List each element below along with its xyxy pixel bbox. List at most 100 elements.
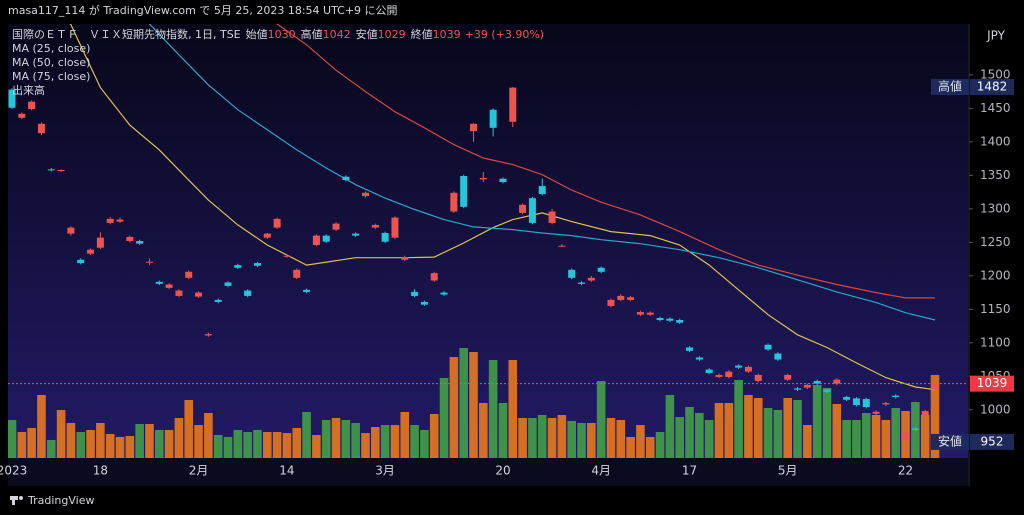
- candle-body: [833, 379, 841, 384]
- y-tick-label: 1450: [980, 101, 1011, 115]
- volume-bar: [861, 413, 871, 458]
- volume-bar: [537, 415, 547, 458]
- candle-body: [224, 282, 232, 286]
- legend-item: 出来高: [12, 83, 45, 97]
- volume-bar: [105, 434, 115, 458]
- volume-bar: [616, 420, 626, 458]
- candle-body: [57, 170, 65, 172]
- volume-bar: [429, 414, 439, 458]
- legend-item: MA (50, close): [12, 56, 90, 69]
- candle-body: [450, 192, 458, 212]
- volume-bar: [547, 418, 557, 458]
- volume-bar: [508, 360, 518, 458]
- candle-body: [489, 109, 497, 128]
- candle-body: [303, 289, 311, 292]
- volume-bar: [194, 425, 203, 458]
- moving-average: [148, 24, 936, 321]
- logo: [10, 496, 23, 505]
- candle-body: [420, 301, 428, 305]
- volume-bar: [773, 410, 783, 458]
- x-tick-label: 4月: [591, 464, 611, 478]
- candle-body: [332, 223, 340, 230]
- candle-body: [921, 411, 929, 416]
- volume-bar: [27, 428, 36, 458]
- volume-bar: [115, 437, 125, 458]
- low-value-box: [970, 433, 1014, 450]
- volume-bar: [587, 423, 596, 458]
- volume-bar: [685, 407, 694, 458]
- volume-bar: [154, 430, 164, 458]
- volume-bar: [822, 388, 832, 458]
- candle-body: [774, 353, 782, 360]
- volume-bar: [753, 398, 763, 458]
- legend-item: MA (75, close): [12, 70, 90, 83]
- ohlc-value: 1029: [378, 28, 406, 41]
- volume-bar: [852, 420, 861, 458]
- volume-bar: [135, 424, 144, 458]
- candle-body: [627, 297, 635, 300]
- candle-body: [263, 233, 271, 238]
- ohlc-label: 終値: [411, 27, 433, 41]
- candle-body: [499, 178, 507, 183]
- volume-bar: [812, 385, 822, 458]
- volume-bar: [86, 430, 95, 458]
- candle-body: [479, 178, 487, 180]
- volume-bar: [243, 432, 252, 458]
- candle-body: [587, 277, 595, 281]
- volume-bar: [282, 433, 292, 458]
- candle-body: [283, 255, 291, 257]
- volume-bar: [498, 403, 508, 458]
- candle-body: [37, 123, 45, 134]
- candle-body: [116, 219, 124, 222]
- y-tick-label: 1500: [980, 67, 1011, 81]
- candle-body: [754, 374, 762, 381]
- x-tick-label: 18: [93, 464, 108, 478]
- volume-bar: [763, 408, 773, 458]
- volume-bar: [272, 432, 282, 458]
- volume-bar: [380, 425, 390, 458]
- high-label: 高値: [938, 78, 962, 93]
- volume-bar: [783, 398, 793, 458]
- candle-body: [371, 224, 379, 228]
- volume-bar: [744, 395, 753, 458]
- volume-bar: [871, 415, 881, 458]
- volume-bar: [46, 440, 56, 458]
- candle-body: [352, 233, 360, 236]
- candle-body: [67, 227, 75, 234]
- x-tick-label: 2023: [0, 464, 27, 478]
- volume-bar: [145, 424, 154, 458]
- volume-bar: [626, 437, 635, 458]
- high-label-box: [931, 78, 969, 95]
- candle-body: [322, 235, 330, 242]
- volume-bar: [596, 381, 606, 458]
- candle-body: [28, 101, 36, 110]
- candle-body: [558, 245, 566, 247]
- volume-bar: [292, 428, 302, 458]
- volume-bar: [331, 418, 341, 458]
- candle-body: [803, 384, 811, 388]
- volume-bar: [557, 415, 567, 458]
- candle-body: [519, 204, 527, 213]
- time-axis: [8, 458, 968, 486]
- candle-body: [902, 432, 910, 440]
- volume-bar: [881, 420, 891, 458]
- volume-bar: [213, 435, 223, 458]
- currency: JPY: [986, 29, 1006, 43]
- volume-bar: [459, 348, 468, 458]
- x-tick-label: 17: [682, 464, 697, 478]
- candle-body: [155, 281, 163, 284]
- candle-body: [568, 269, 576, 278]
- candle-body: [391, 217, 399, 238]
- y-tick-label: 1350: [980, 168, 1011, 182]
- volume-bar: [262, 432, 272, 458]
- candle-body: [882, 403, 890, 405]
- candle-body: [136, 241, 144, 244]
- candle-body: [872, 411, 880, 414]
- candle-body: [666, 318, 674, 321]
- volume-bar: [253, 430, 262, 458]
- price-axis: [969, 24, 1024, 486]
- volume-bar: [479, 403, 488, 458]
- candle-body: [293, 269, 301, 278]
- volume-bar: [665, 395, 675, 458]
- x-tick-label: 22: [898, 464, 913, 478]
